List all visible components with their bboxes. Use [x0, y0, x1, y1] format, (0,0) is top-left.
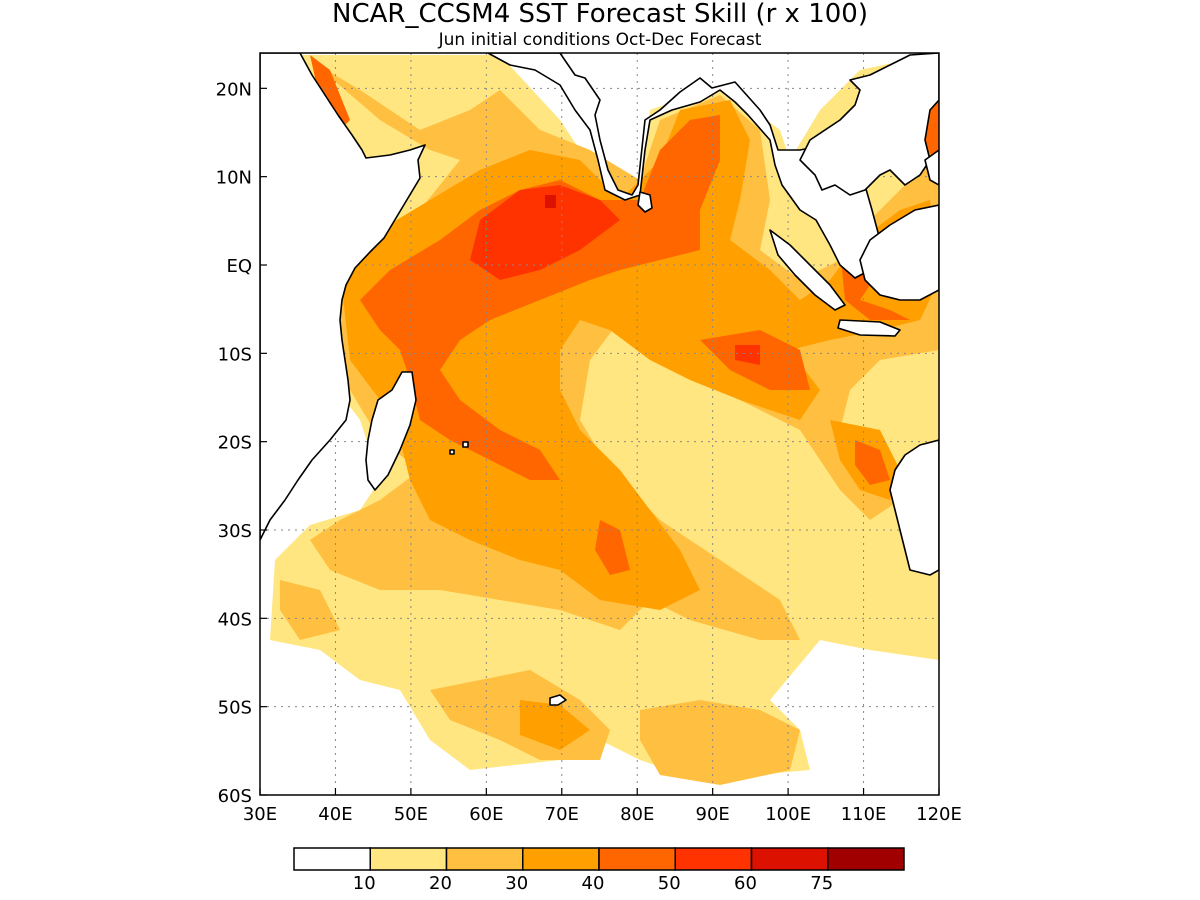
lat-tick-label: 20N [216, 79, 252, 100]
skill-contour-20 [640, 700, 800, 785]
lon-tick-label: 100E [765, 804, 811, 825]
australia-coastline [889, 439, 939, 576]
lon-tick-label: 50E [394, 804, 428, 825]
lon-tick-label: 90E [696, 804, 730, 825]
colorbar-label: 50 [658, 873, 681, 894]
africa-coastline [260, 53, 426, 541]
skill-contour-40 [360, 115, 720, 480]
figure-title: NCAR_CCSM4 SST Forecast Skill (r x 100) [332, 0, 868, 29]
lon-tick-label: 120E [916, 804, 962, 825]
lat-tick-label: EQ [226, 256, 252, 277]
mauritius-island [462, 441, 469, 448]
reunion-island [449, 449, 455, 455]
map-frame [259, 52, 940, 796]
skill-contour-50 [470, 185, 620, 280]
lon-tick-label: 70E [545, 804, 579, 825]
sumatra-coastline [769, 229, 846, 311]
land-masses [260, 53, 939, 706]
lon-tick-label: 30E [243, 804, 277, 825]
lat-tick-label: 40S [218, 609, 252, 630]
lon-tick-label: 80E [620, 804, 654, 825]
lat-tick-label: 50S [218, 698, 252, 719]
colorbar-swatch [445, 847, 524, 871]
colorbar-label: 10 [353, 873, 376, 894]
skill-contour-40 [310, 55, 350, 130]
borneo-coastline [859, 204, 939, 301]
colorbar-label: 20 [429, 873, 452, 894]
colorbar-swatch [369, 847, 448, 871]
kerguelen-island [549, 694, 567, 706]
java-coastline [837, 319, 901, 337]
latitude-axis: 20N 10N EQ 10S 20S 30S 40S 50S 60S [216, 79, 267, 807]
colorbar-label: 75 [810, 873, 833, 894]
lon-tick-label: 110E [841, 804, 887, 825]
lat-tick-label: 20S [218, 433, 252, 454]
colorbar-swatch [598, 847, 676, 871]
philippines-coastline [924, 149, 939, 186]
lon-tick-label: 60E [469, 804, 503, 825]
colorbar-swatch [522, 847, 600, 871]
lat-tick-label: 60S [218, 786, 252, 807]
lat-tick-label: 10N [216, 168, 252, 189]
lon-tick-label: 40E [318, 804, 352, 825]
lat-tick-label: 30S [218, 521, 252, 542]
colorbar-swatch [674, 847, 753, 871]
colorbar: 10 20 30 40 50 60 75 [293, 847, 905, 894]
skill-contour-40 [595, 520, 630, 575]
colorbar-swatch [827, 847, 905, 871]
sri-lanka-coastline [637, 191, 653, 213]
madagascar-coastline [365, 371, 417, 491]
colorbar-label: 30 [505, 873, 528, 894]
skill-contour-20 [280, 580, 340, 640]
colorbar-swatch [750, 847, 829, 871]
longitude-axis: 30E 40E 50E 60E 70E 80E 90E 100E 110E 120E [243, 788, 962, 825]
colorbar-swatch [293, 847, 371, 871]
colorbar-label: 40 [582, 873, 605, 894]
skill-contour-30 [520, 700, 590, 750]
figure-subtitle: Jun initial conditions Oct-Dec Forecast [438, 30, 762, 50]
lat-tick-label: 10S [218, 344, 252, 365]
colorbar-label: 60 [734, 873, 757, 894]
skill-contour-10 [830, 560, 939, 650]
skill-contour-50 [735, 345, 760, 365]
skill-contour-60 [545, 195, 556, 208]
